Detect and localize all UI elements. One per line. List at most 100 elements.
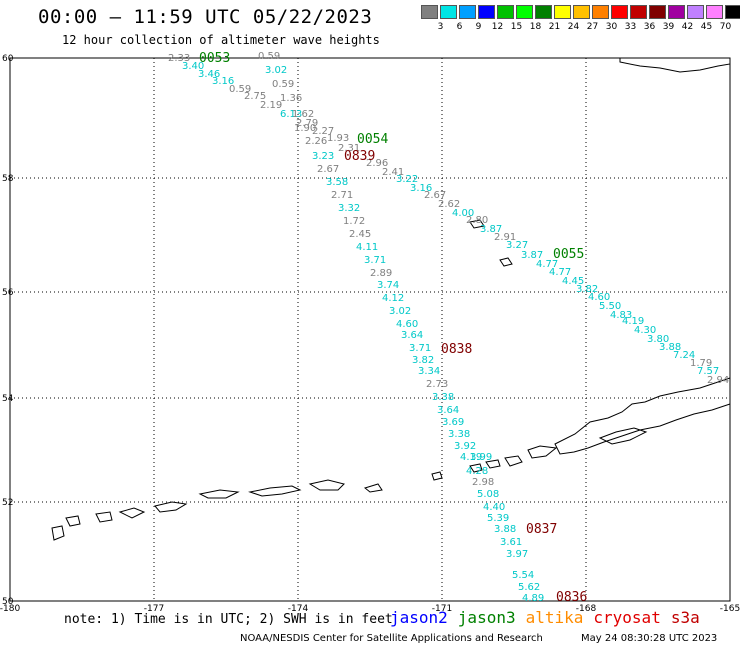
legend-entry-altika: altika — [525, 608, 584, 627]
wave-height-value: 1.90 — [294, 123, 316, 134]
colorbar-label: 36 — [643, 22, 656, 32]
latitude-tick-label: 56 — [2, 288, 14, 298]
pass-time-label: 0837 — [526, 522, 557, 537]
map-gridlines — [10, 58, 730, 601]
colorbar-label: 33 — [624, 22, 637, 32]
pass-time-label: 0838 — [441, 342, 472, 357]
wave-height-value: 2.96 — [366, 158, 388, 169]
wave-height-value: 4.77 — [536, 259, 558, 270]
wave-height-value: 3.69 — [442, 417, 464, 428]
latitude-tick-label: 60 — [2, 54, 14, 64]
wave-height-value: 2.79 — [296, 118, 318, 129]
wave-height-value: 3.02 — [265, 65, 287, 76]
coastline-fox-islands — [469, 445, 558, 473]
coastline-alaska-mainland — [619, 57, 731, 73]
colorbar-label: 42 — [681, 22, 694, 32]
colorbar-swatch — [459, 5, 476, 19]
wave-height-value: 4.60 — [588, 292, 610, 303]
satellite-legend: jason2 jason3 altika cryosat s3a — [390, 608, 710, 627]
colorbar-label: 18 — [529, 22, 542, 32]
colorbar-swatch — [516, 5, 533, 19]
coastline-pribilof-islands — [469, 219, 513, 267]
colorbar-label: 21 — [548, 22, 561, 32]
legend-entry-jason3: jason3 — [457, 608, 516, 627]
wave-height-value: 3.16 — [410, 183, 432, 194]
pass-time-label: 0053 — [199, 51, 230, 66]
map-frame — [9, 57, 731, 602]
colorbar-swatch — [706, 5, 723, 19]
longitude-tick-label: -165 — [720, 604, 740, 614]
colorbar-label: 30 — [605, 22, 618, 32]
wave-height-value: 5.08 — [477, 489, 499, 500]
footer-credit: NOAA/NESDIS Center for Satellite Applica… — [240, 633, 543, 644]
longitude-tick-label: -177 — [144, 604, 164, 614]
pass-time-label: 0055 — [553, 247, 584, 262]
wave-height-value: 5.62 — [518, 582, 540, 593]
footer-timestamp: May 24 08:30:28 UTC 2023 — [581, 633, 718, 644]
colorbar-swatch — [668, 5, 685, 19]
wave-height-value: 2.19 — [260, 100, 282, 111]
wave-height-value: 2.71 — [331, 190, 353, 201]
colorbar-swatch — [421, 5, 438, 19]
wave-height-value: 2.41 — [382, 167, 404, 178]
wave-height-value: 7.24 — [673, 350, 695, 361]
colorbar-swatch — [554, 5, 571, 19]
wave-height-value: 4.00 — [452, 208, 474, 219]
wave-height-value: 3.34 — [418, 366, 440, 377]
wave-height-value: 4.45 — [562, 276, 584, 287]
colorbar-label: 45 — [700, 22, 713, 32]
colorbar-label: 70 — [719, 22, 732, 32]
longitude-ticks: -180 -177 -174 -171 -168 -165 — [0, 604, 740, 614]
longitude-tick-label: -171 — [432, 604, 452, 614]
colorbar-label: 3 — [437, 22, 444, 32]
wave-height-value: 1.72 — [343, 216, 365, 227]
pass-time-label: 0836 — [556, 590, 587, 605]
pass-time-labels: 0053 0054 0839 0055 0838 0837 0836 — [199, 51, 587, 605]
wave-height-value: 3.38 — [448, 429, 470, 440]
wave-height-value: 4.19 — [622, 316, 644, 327]
wave-height-value: 3.97 — [506, 549, 528, 560]
wave-height-value: 2.91 — [494, 232, 516, 243]
colorbar-label: 6 — [456, 22, 463, 32]
colorbar-swatch — [440, 5, 457, 19]
wave-height-value: 3.23 — [312, 151, 334, 162]
wave-height-value: 3.61 — [500, 537, 522, 548]
wave-height-value: 4.40 — [483, 502, 505, 513]
wave-height-value: 2.62 — [438, 199, 460, 210]
longitude-tick-label: -174 — [288, 604, 309, 614]
wave-height-value: 3.46 — [198, 69, 220, 80]
wave-height-value: 3.88 — [659, 342, 681, 353]
wave-height-value: 5.39 — [487, 513, 509, 524]
pass-time-label: 0054 — [357, 132, 388, 147]
wave-height-value: 2.80 — [466, 215, 488, 226]
coastline-unimak-island — [598, 427, 648, 445]
wave-height-value: 3.32 — [338, 203, 360, 214]
wave-height-value: 3.82 — [412, 355, 434, 366]
colorbar-label: 24 — [567, 22, 580, 32]
latitude-tick-label: 54 — [2, 394, 14, 404]
wave-height-value: 4.12 — [382, 293, 404, 304]
colorbar-label: 27 — [586, 22, 599, 32]
wave-height-value: 7.57 — [697, 366, 719, 377]
wave-height-value: 3.82 — [576, 284, 598, 295]
wave-height-value: 2.73 — [426, 379, 448, 390]
wave-height-value: 6.13 — [280, 109, 302, 120]
wave-height-value: 4.11 — [356, 242, 378, 253]
colorbar-swatch — [630, 5, 647, 19]
wave-height-value: 3.71 — [364, 255, 386, 266]
page-title: 00:00 – 11:59 UTC 05/22/2023 — [38, 6, 373, 28]
colorbar-swatch — [725, 5, 740, 19]
wave-height-value: 2.89 — [370, 268, 392, 279]
wave-height-value: 2.67 — [317, 164, 339, 175]
wave-height-value: 3.99 — [470, 452, 492, 463]
latitude-ticks: 60 58 56 54 52 50 — [2, 54, 14, 607]
wave-height-value: 3.80 — [647, 334, 669, 345]
colorbar-swatch — [573, 5, 590, 19]
footer-note: note: 1) Time is in UTC; 2) SWH is in fe… — [64, 612, 393, 627]
wave-height-value: 1.36 — [280, 93, 302, 104]
wave-height-value: 3.74 — [377, 280, 399, 291]
page-subtitle: 12 hour collection of altimeter wave hei… — [62, 33, 380, 47]
wave-height-value: 2.98 — [472, 477, 494, 488]
wave-height-value: 2.67 — [424, 190, 446, 201]
